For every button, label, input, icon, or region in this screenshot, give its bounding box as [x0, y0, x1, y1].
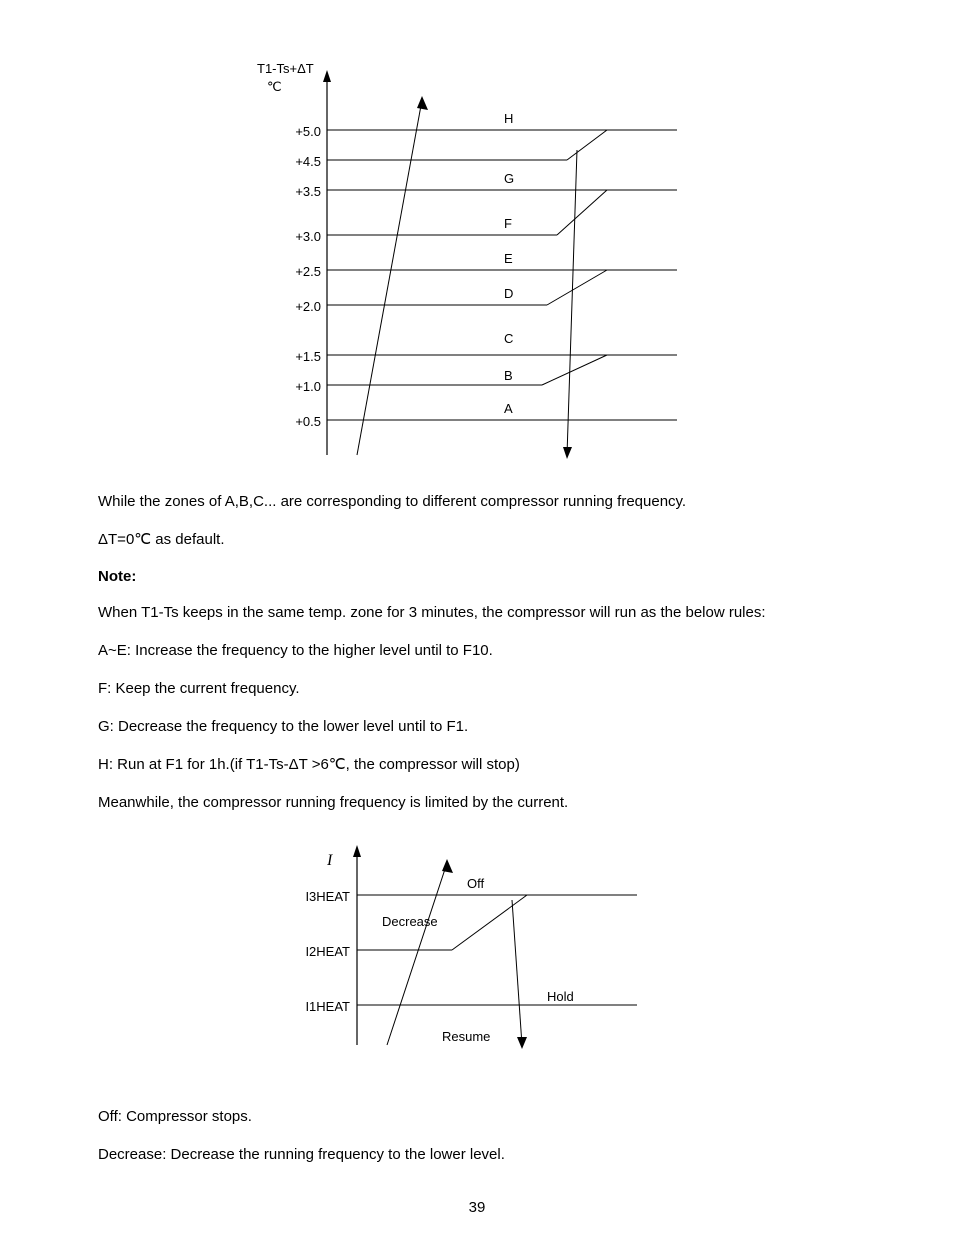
chart1-tick-0: +5.0: [281, 123, 321, 141]
para-5: F: Keep the current frequency.: [98, 677, 856, 701]
chart2-yaxis-arrow-icon: [353, 845, 361, 857]
chart2-tick-0: I3HEAT: [295, 888, 350, 906]
chart2-zone-hold: Hold: [547, 988, 574, 1006]
chart1-axis-title-1: T1-Ts+ΔT: [257, 60, 314, 78]
chart1-zone-b: B: [504, 367, 513, 385]
chart2-axis-title: I: [327, 850, 332, 872]
note-label: Note:: [98, 566, 856, 587]
chart1-up-arrow-icon: [417, 96, 428, 110]
chart1-axis-title-2: ℃: [267, 78, 282, 96]
chart2-tick-1: I2HEAT: [295, 943, 350, 961]
chart1-yaxis-arrow-icon: [323, 70, 331, 82]
page-number: 39: [98, 1197, 856, 1218]
chart1: T1-Ts+ΔT ℃ +5.0 +4.: [257, 60, 697, 460]
para-2: ΔT=0℃ as default.: [98, 528, 856, 552]
chart2-container: I I3HEAT I2HEAT I1HEAT Off Decrease: [98, 835, 856, 1065]
chart1-tick-6: +1.5: [281, 348, 321, 366]
chart1-tick-2: +3.5: [281, 183, 321, 201]
chart2-zone-off: Off: [467, 875, 484, 893]
chart1-zone-f: F: [504, 215, 512, 233]
para-1: While the zones of A,B,C... are correspo…: [98, 490, 856, 514]
chart1-zone-d: D: [504, 285, 513, 303]
chart1-tick-1: +4.5: [281, 153, 321, 171]
para-8: Meanwhile, the compressor running freque…: [98, 791, 856, 815]
chart1-tick-3: +3.0: [281, 228, 321, 246]
chart1-zone-e: E: [504, 250, 513, 268]
para-9: Off: Compressor stops.: [98, 1105, 856, 1129]
chart1-zone-h: H: [504, 110, 513, 128]
chart2-down-arrow-icon: [517, 1037, 527, 1049]
para-4: A~E: Increase the frequency to the highe…: [98, 639, 856, 663]
chart1-svg: [257, 60, 697, 460]
para-10: Decrease: Decrease the running frequency…: [98, 1143, 856, 1167]
para-3: When T1-Ts keeps in the same temp. zone …: [98, 601, 856, 625]
chart1-down-arrow-icon: [563, 447, 572, 459]
chart1-tick-4: +2.5: [281, 263, 321, 281]
chart1-tick-8: +0.5: [281, 413, 321, 431]
chart2-zone-decrease: Decrease: [382, 913, 438, 931]
chart2-up-arrow-icon: [442, 859, 453, 873]
chart1-container: T1-Ts+ΔT ℃ +5.0 +4.: [98, 60, 856, 460]
chart2-zone-resume: Resume: [442, 1028, 490, 1046]
chart1-zone-a: A: [504, 400, 513, 418]
chart1-tick-7: +1.0: [281, 378, 321, 396]
chart1-tick-5: +2.0: [281, 298, 321, 316]
chart2-tick-2: I1HEAT: [295, 998, 350, 1016]
chart1-zone-g: G: [504, 170, 514, 188]
chart1-zone-c: C: [504, 330, 513, 348]
chart2: I I3HEAT I2HEAT I1HEAT Off Decrease: [287, 835, 667, 1065]
para-7: H: Run at F1 for 1h.(if T1-Ts-ΔT >6℃, th…: [98, 753, 856, 777]
para-6: G: Decrease the frequency to the lower l…: [98, 715, 856, 739]
